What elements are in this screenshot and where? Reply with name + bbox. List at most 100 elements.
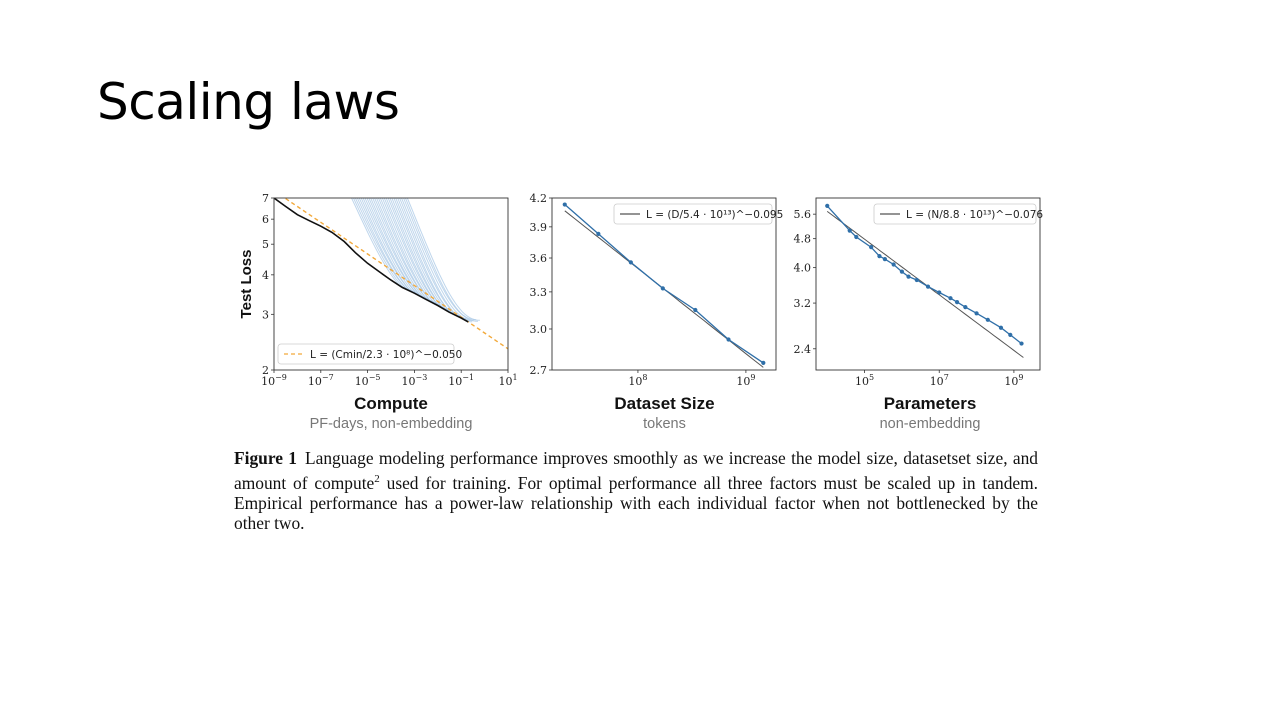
plot-frame [551,197,777,371]
x-tick-label: 10−3 [402,373,428,388]
x-tick-label: 10−5 [355,373,381,388]
data-point [761,360,766,365]
caption-footnote: 2 [374,472,380,485]
x-tick-exponent: −1 [462,373,474,382]
compute-frontier-line [274,198,469,323]
x-tick-base: 10 [930,375,944,388]
y-tick-label: 3.3 [530,286,548,299]
data-point [985,317,990,322]
x-tick-label: 101 [498,373,517,388]
legend-label: L = (D/5.4 · 10¹³)^−0.095 [646,209,783,221]
y-axis-label: Test Loss [238,250,255,319]
x-tick-label: 107 [930,373,949,388]
legend: L = (D/5.4 · 10¹³)^−0.095 [613,203,783,225]
x-tick-base: 10 [736,375,750,388]
x-tick-label: 105 [855,373,874,388]
y-tick-label: 7 [262,192,269,205]
x-tick-exponent: 1 [512,373,517,382]
data-point [877,254,882,259]
data-point [693,307,698,313]
x-tick-base: 10 [498,375,512,388]
dataset-size-chart-title: Dataset Size [614,394,715,413]
caption-label: Figure 1 [234,448,297,468]
x-tick-base: 10 [628,375,642,388]
data-point [1008,332,1013,337]
dataset-size-chart: 108 109 2.7 3.0 3.3 3.6 3.9 4.2 L = (D/5.4 · 10¹… [520,190,785,440]
x-tick-base: 10 [308,375,322,388]
data-point [596,231,601,236]
data-point [726,337,731,342]
data-point [899,269,905,274]
legend-box [277,343,455,365]
compute-chart: Test Loss 10−9 10−7 10−5 10−3 10−1 101 2 3 4 5 6 7 L … [236,190,526,440]
data-point [937,290,942,295]
x-tick-base: 10 [448,375,462,388]
y-tick-label: 4.0 [794,262,812,275]
data-point [974,311,979,316]
x-tick-exponent: 5 [869,373,874,382]
y-tick-label: 4 [262,269,269,282]
plot-frame [815,197,1041,371]
data-point [562,202,567,207]
x-tick-exponent: −7 [322,373,334,382]
y-tick-label: 2 [262,364,269,377]
data-point [963,305,968,310]
page-title: Scaling laws [97,73,400,131]
caption-text-2: used for training. For optimal performan… [234,472,1038,534]
y-tick-label: 3.9 [530,221,548,234]
parameters-xlabel: non-embedding [879,416,981,432]
data-point [854,234,859,240]
x-tick-base: 10 [355,375,369,388]
compute-fit-line [283,198,508,350]
data-point [1019,341,1024,346]
y-tick-label: 4.8 [794,233,812,246]
training-curves [274,198,508,350]
x-tick-exponent: −5 [369,373,381,382]
x-tick-exponent: −9 [275,373,287,382]
legend-box [873,203,1037,225]
x-tick-exponent: 7 [944,373,949,382]
y-tick-label: 4.2 [530,192,548,205]
legend-label: L = (Cmin/2.3 · 10⁸)^−0.050 [310,349,462,361]
training-curve [406,198,480,321]
dataset-size-xlabel: tokens [643,416,686,432]
plot-frame [273,197,509,371]
legend-box [613,203,773,225]
caption-text-1: Language modeling performance improves s… [234,448,1038,493]
data-point [825,203,830,208]
y-tick-label: 3 [262,308,269,321]
data-point [891,262,896,267]
x-tick-label: 108 [628,373,647,388]
x-tick-base: 10 [261,375,275,388]
x-tick-base: 10 [855,375,869,388]
x-tick-exponent: −3 [416,373,428,382]
legend: L = (N/8.8 · 10¹³)^−0.076 [873,203,1043,225]
x-tick-label: 10−1 [448,373,474,388]
x-tick-exponent: 8 [642,373,647,382]
data-point [660,286,665,291]
parameters-chart: 105 107 109 2.4 3.2 4.0 4.8 5.6 L = (N/8.8 · 10¹… [780,190,1050,440]
data-point [948,296,953,301]
parameters-chart-title: Parameters [883,394,977,413]
y-tick-label: 6 [262,213,269,226]
data-point [628,260,633,265]
training-curve [404,198,479,322]
y-tick-label: 3.6 [530,252,548,265]
x-tick-exponent: 9 [1018,373,1023,382]
compute-xlabel: PF-days, non-embedding [309,416,473,432]
data-point [954,299,960,305]
data-point [998,325,1004,330]
legend-label: L = (N/8.8 · 10¹³)^−0.076 [906,209,1043,221]
x-tick-base: 10 [1004,375,1018,388]
data-point [925,284,931,289]
x-tick-label: 10−7 [308,373,334,388]
x-tick-label: 10−9 [261,373,287,388]
y-tick-label: 2.4 [794,343,812,356]
dataset-data-line [564,204,764,364]
data-point [914,277,919,283]
x-tick-base: 10 [402,375,416,388]
data-point [847,228,852,233]
